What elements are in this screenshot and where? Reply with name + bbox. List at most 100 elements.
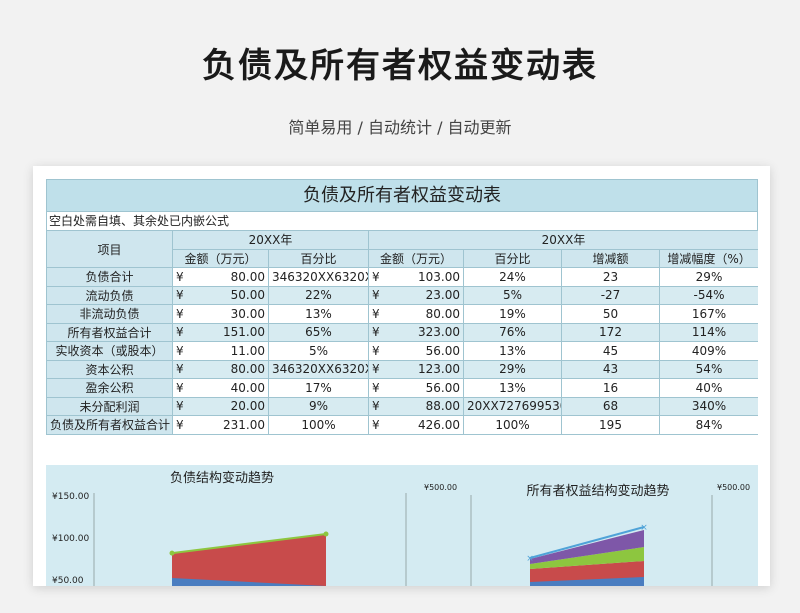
row-label: 流动负债 xyxy=(46,285,173,305)
currency-symbol: ¥ xyxy=(372,288,380,303)
sheet-area: 负债及所有者权益变动表 空白处需自填、其余处已内嵌公式 项目 20XX年 20X… xyxy=(46,179,758,586)
col-header-b-pct: 百分比 xyxy=(463,248,562,268)
cell-a-pct: 13% xyxy=(268,304,369,324)
cell-b-pct: 19% xyxy=(463,304,562,324)
cell-a-pct: 346320XX6320XX6 xyxy=(268,267,369,287)
cell-change-pct: 409% xyxy=(658,341,758,361)
cell-b-amount: ¥323.00 xyxy=(368,322,464,342)
cell-change: 23 xyxy=(561,267,660,287)
cell-a-pct: 65% xyxy=(268,322,369,342)
cell-a-amount: ¥80.00 xyxy=(172,359,269,379)
cell-a-amount: ¥231.00 xyxy=(172,415,269,435)
col-header-period-b: 20XX年 xyxy=(367,230,758,250)
amount-value: 11.00 xyxy=(230,343,265,358)
chart1-ytick-150: ¥150.00 xyxy=(52,492,89,502)
cell-change: -27 xyxy=(561,285,660,305)
cell-a-amount: ¥11.00 xyxy=(172,341,269,361)
amount-value: 20.00 xyxy=(230,399,265,414)
amount-value: 323.00 xyxy=(418,325,460,340)
cell-change-pct: 84% xyxy=(658,415,758,435)
chart1-title: 负债结构变动趋势 xyxy=(170,470,274,486)
row-label: 负债合计 xyxy=(46,267,173,287)
cell-a-amount: ¥50.00 xyxy=(172,285,269,305)
row-label: 资本公积 xyxy=(46,359,173,379)
cell-b-pct: 5% xyxy=(463,285,562,305)
cell-change-pct: 114% xyxy=(658,322,758,342)
amount-value: 80.00 xyxy=(425,306,460,321)
cell-b-amount: ¥123.00 xyxy=(368,359,464,379)
table-row: 所有者权益合计 ¥151.00 65% ¥323.00 76% 172 114% xyxy=(46,322,758,342)
chart2-total-line xyxy=(529,526,645,559)
cell-a-pct: 100% xyxy=(268,415,369,435)
chart2-marker-b: × xyxy=(640,523,648,533)
col-header-period-a: 20XX年 xyxy=(172,230,369,250)
cell-a-amount: ¥20.00 xyxy=(172,396,269,416)
currency-symbol: ¥ xyxy=(372,362,380,377)
cell-a-amount: ¥40.00 xyxy=(172,378,269,398)
cell-change-pct: 340% xyxy=(658,396,758,416)
currency-symbol: ¥ xyxy=(372,343,380,358)
col-header-b-amount: 金额（万元） xyxy=(368,248,464,268)
amount-value: 123.00 xyxy=(418,362,460,377)
row-label: 实收资本（或股本） xyxy=(46,341,173,361)
col-header-a-amount: 金额（万元） xyxy=(172,248,269,268)
chart2-ytick-left: ¥500.00 xyxy=(424,483,457,492)
cell-change: 68 xyxy=(561,396,660,416)
cell-change: 50 xyxy=(561,304,660,324)
cell-b-amount: ¥23.00 xyxy=(368,285,464,305)
currency-symbol: ¥ xyxy=(176,417,184,432)
amount-value: 231.00 xyxy=(223,417,265,432)
chart1-ytick-50: ¥50.00 xyxy=(52,576,84,586)
chart1-total-line xyxy=(171,533,327,555)
cell-a-amount: ¥80.00 xyxy=(172,267,269,287)
page-subtitle: 简单易用 / 自动统计 / 自动更新 xyxy=(288,118,512,137)
cell-a-pct: 9% xyxy=(268,396,369,416)
row-label: 未分配利润 xyxy=(46,396,173,416)
chart1-point-a xyxy=(169,550,175,556)
amount-value: 30.00 xyxy=(230,306,265,321)
currency-symbol: ¥ xyxy=(176,325,184,340)
chart2-area-purple xyxy=(530,530,644,564)
amount-value: 103.00 xyxy=(418,269,460,284)
currency-symbol: ¥ xyxy=(176,399,184,414)
amount-value: 23.00 xyxy=(425,288,460,303)
cell-change-pct: 40% xyxy=(658,378,758,398)
currency-symbol: ¥ xyxy=(372,269,380,284)
spreadsheet-preview: 负债及所有者权益变动表 空白处需自填、其余处已内嵌公式 项目 20XX年 20X… xyxy=(33,166,770,586)
currency-symbol: ¥ xyxy=(176,269,184,284)
cell-a-pct: 346320XX6320XX6 xyxy=(268,359,369,379)
cell-b-pct: 13% xyxy=(463,378,562,398)
currency-symbol: ¥ xyxy=(372,306,380,321)
row-label: 负债及所有者权益合计 xyxy=(46,415,173,435)
chart2-ytick-right: ¥500.00 xyxy=(717,483,750,492)
chart-equity-structure: ¥500.00 ¥500.00 所有者权益结构变动趋势 × × xyxy=(424,483,750,586)
table-row: 非流动负债 ¥30.00 13% ¥80.00 19% 50 167% xyxy=(46,304,758,324)
currency-symbol: ¥ xyxy=(176,362,184,377)
currency-symbol: ¥ xyxy=(176,343,184,358)
header-row-columns: 金额（万元） 百分比 金额（万元） 百分比 增减额 增减幅度（%） xyxy=(47,248,758,268)
currency-symbol: ¥ xyxy=(372,417,380,432)
chart1-ytick-100: ¥100.00 xyxy=(52,534,89,544)
cell-b-amount: ¥56.00 xyxy=(368,341,464,361)
cell-change: 172 xyxy=(561,322,660,342)
chart1-point-b xyxy=(323,531,329,537)
table-row: 未分配利润¥20.009%¥88.0020XX7276995305168340% xyxy=(46,396,758,416)
page-title: 负债及所有者权益变动表 xyxy=(202,46,598,86)
chart2-marker-a: × xyxy=(526,554,534,564)
table-row: 流动负债 ¥50.00 22% ¥23.00 5% -27 -54% xyxy=(46,285,758,305)
col-header-change-pct: 增减幅度（%） xyxy=(658,248,758,268)
amount-value: 40.00 xyxy=(230,380,265,395)
row-label: 非流动负债 xyxy=(46,304,173,324)
cell-b-amount: ¥426.00 xyxy=(368,415,464,435)
cell-change-pct: 167% xyxy=(658,304,758,324)
currency-symbol: ¥ xyxy=(176,306,184,321)
cell-change: 195 xyxy=(561,415,660,435)
sheet-note: 空白处需自填、其余处已内嵌公式 xyxy=(46,212,758,230)
cell-a-pct: 22% xyxy=(268,285,369,305)
amount-value: 50.00 xyxy=(230,288,265,303)
chart1-area-total xyxy=(172,534,326,586)
table-row: 实收资本（或股本） ¥11.00 5% ¥56.00 13% 45 409% xyxy=(46,341,758,361)
cell-change-pct: 54% xyxy=(658,359,758,379)
currency-symbol: ¥ xyxy=(372,380,380,395)
